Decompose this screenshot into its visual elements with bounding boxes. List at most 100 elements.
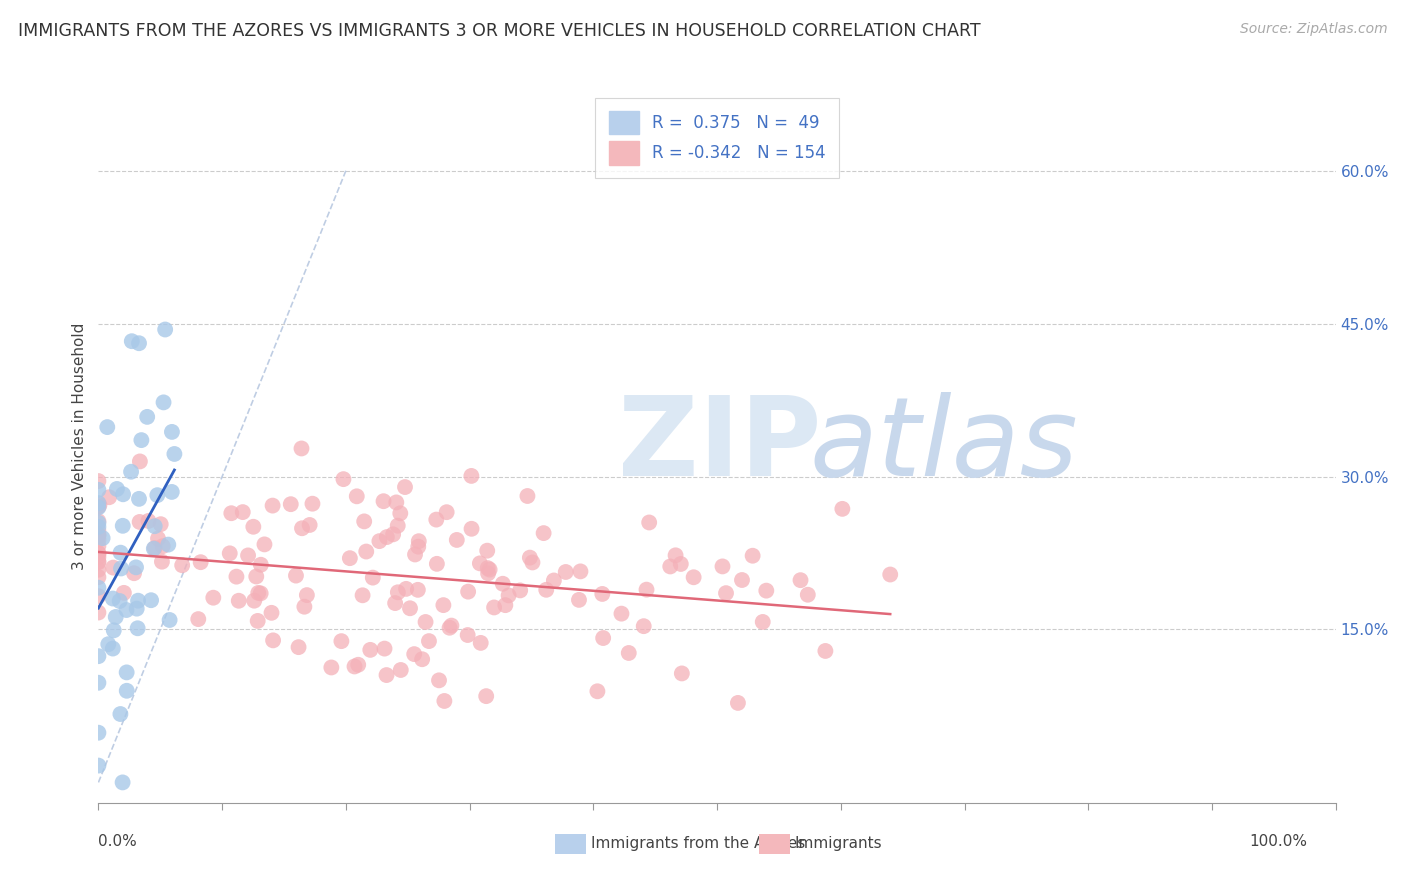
Point bbox=[536, 582, 558, 597]
Point bbox=[87, 555, 110, 569]
Point bbox=[153, 322, 176, 336]
Point bbox=[533, 526, 555, 541]
Point bbox=[127, 593, 149, 607]
Point bbox=[115, 665, 138, 680]
Point bbox=[494, 598, 516, 612]
Point bbox=[301, 497, 323, 511]
Point bbox=[163, 447, 186, 461]
Point bbox=[347, 657, 370, 672]
Point bbox=[460, 522, 482, 536]
Point bbox=[395, 582, 418, 596]
Point bbox=[638, 516, 661, 530]
Point bbox=[87, 539, 110, 553]
Text: 0.0%: 0.0% bbox=[98, 834, 138, 849]
Point bbox=[354, 544, 377, 558]
Point bbox=[87, 546, 110, 560]
Point bbox=[591, 587, 613, 601]
Point bbox=[404, 647, 426, 661]
Point bbox=[115, 603, 138, 617]
Point bbox=[389, 506, 412, 520]
Point bbox=[440, 618, 463, 632]
Point bbox=[253, 537, 276, 551]
Point bbox=[457, 628, 479, 642]
Point bbox=[389, 663, 412, 677]
Point bbox=[659, 559, 682, 574]
Point bbox=[586, 684, 609, 698]
Point bbox=[101, 591, 124, 606]
Point bbox=[87, 527, 110, 541]
Point bbox=[190, 555, 212, 569]
Point bbox=[103, 624, 125, 638]
Point bbox=[131, 433, 153, 447]
Point bbox=[522, 556, 544, 570]
Point bbox=[87, 554, 110, 568]
Point bbox=[146, 488, 169, 502]
Point bbox=[669, 557, 692, 571]
Point bbox=[375, 530, 398, 544]
Point bbox=[682, 570, 704, 584]
Point bbox=[128, 454, 150, 468]
Point bbox=[111, 775, 134, 789]
Text: ZIP: ZIP bbox=[619, 392, 821, 500]
Point bbox=[87, 483, 110, 497]
Point bbox=[477, 561, 499, 575]
Point bbox=[236, 549, 259, 563]
Point bbox=[368, 534, 391, 549]
Point bbox=[97, 637, 120, 651]
Point bbox=[87, 570, 110, 584]
Point bbox=[375, 668, 398, 682]
Point bbox=[741, 549, 763, 563]
Point bbox=[387, 518, 409, 533]
Point bbox=[110, 706, 132, 721]
Point bbox=[225, 569, 247, 583]
Point bbox=[112, 586, 135, 600]
Point bbox=[477, 543, 499, 558]
Point bbox=[394, 480, 416, 494]
Point bbox=[187, 612, 209, 626]
Point bbox=[408, 534, 430, 549]
Point bbox=[139, 593, 162, 607]
Point bbox=[711, 559, 734, 574]
Point bbox=[87, 649, 110, 664]
Point bbox=[475, 689, 498, 703]
Point bbox=[321, 660, 343, 674]
Point bbox=[125, 560, 148, 574]
Legend: R =  0.375   N =  49, R = -0.342   N = 154: R = 0.375 N = 49, R = -0.342 N = 154 bbox=[595, 97, 839, 178]
Point bbox=[332, 472, 354, 486]
Point bbox=[482, 600, 505, 615]
Point bbox=[159, 613, 181, 627]
Point bbox=[96, 420, 118, 434]
Point bbox=[143, 541, 166, 555]
Point bbox=[87, 496, 110, 510]
Point bbox=[87, 524, 110, 538]
Point bbox=[122, 566, 145, 581]
Point bbox=[108, 594, 131, 608]
Point bbox=[610, 607, 633, 621]
Point bbox=[87, 533, 110, 547]
Point bbox=[433, 694, 456, 708]
Point bbox=[519, 550, 541, 565]
Point bbox=[543, 574, 565, 588]
Y-axis label: 3 or more Vehicles in Household: 3 or more Vehicles in Household bbox=[72, 322, 87, 570]
Point bbox=[121, 334, 143, 349]
Point bbox=[128, 336, 150, 351]
Point bbox=[460, 469, 482, 483]
Point bbox=[406, 582, 429, 597]
Point bbox=[387, 585, 409, 599]
Point bbox=[384, 596, 406, 610]
Point bbox=[592, 631, 614, 645]
Point bbox=[352, 588, 374, 602]
Point bbox=[87, 758, 110, 772]
Point bbox=[731, 573, 754, 587]
Point bbox=[87, 516, 110, 530]
Point bbox=[160, 425, 183, 439]
Point bbox=[446, 533, 468, 547]
Point bbox=[262, 499, 284, 513]
Point bbox=[664, 549, 686, 563]
Point bbox=[98, 490, 121, 504]
Point bbox=[243, 593, 266, 607]
Point bbox=[172, 558, 194, 573]
Point bbox=[797, 588, 820, 602]
Point bbox=[103, 560, 125, 574]
Point bbox=[727, 696, 749, 710]
